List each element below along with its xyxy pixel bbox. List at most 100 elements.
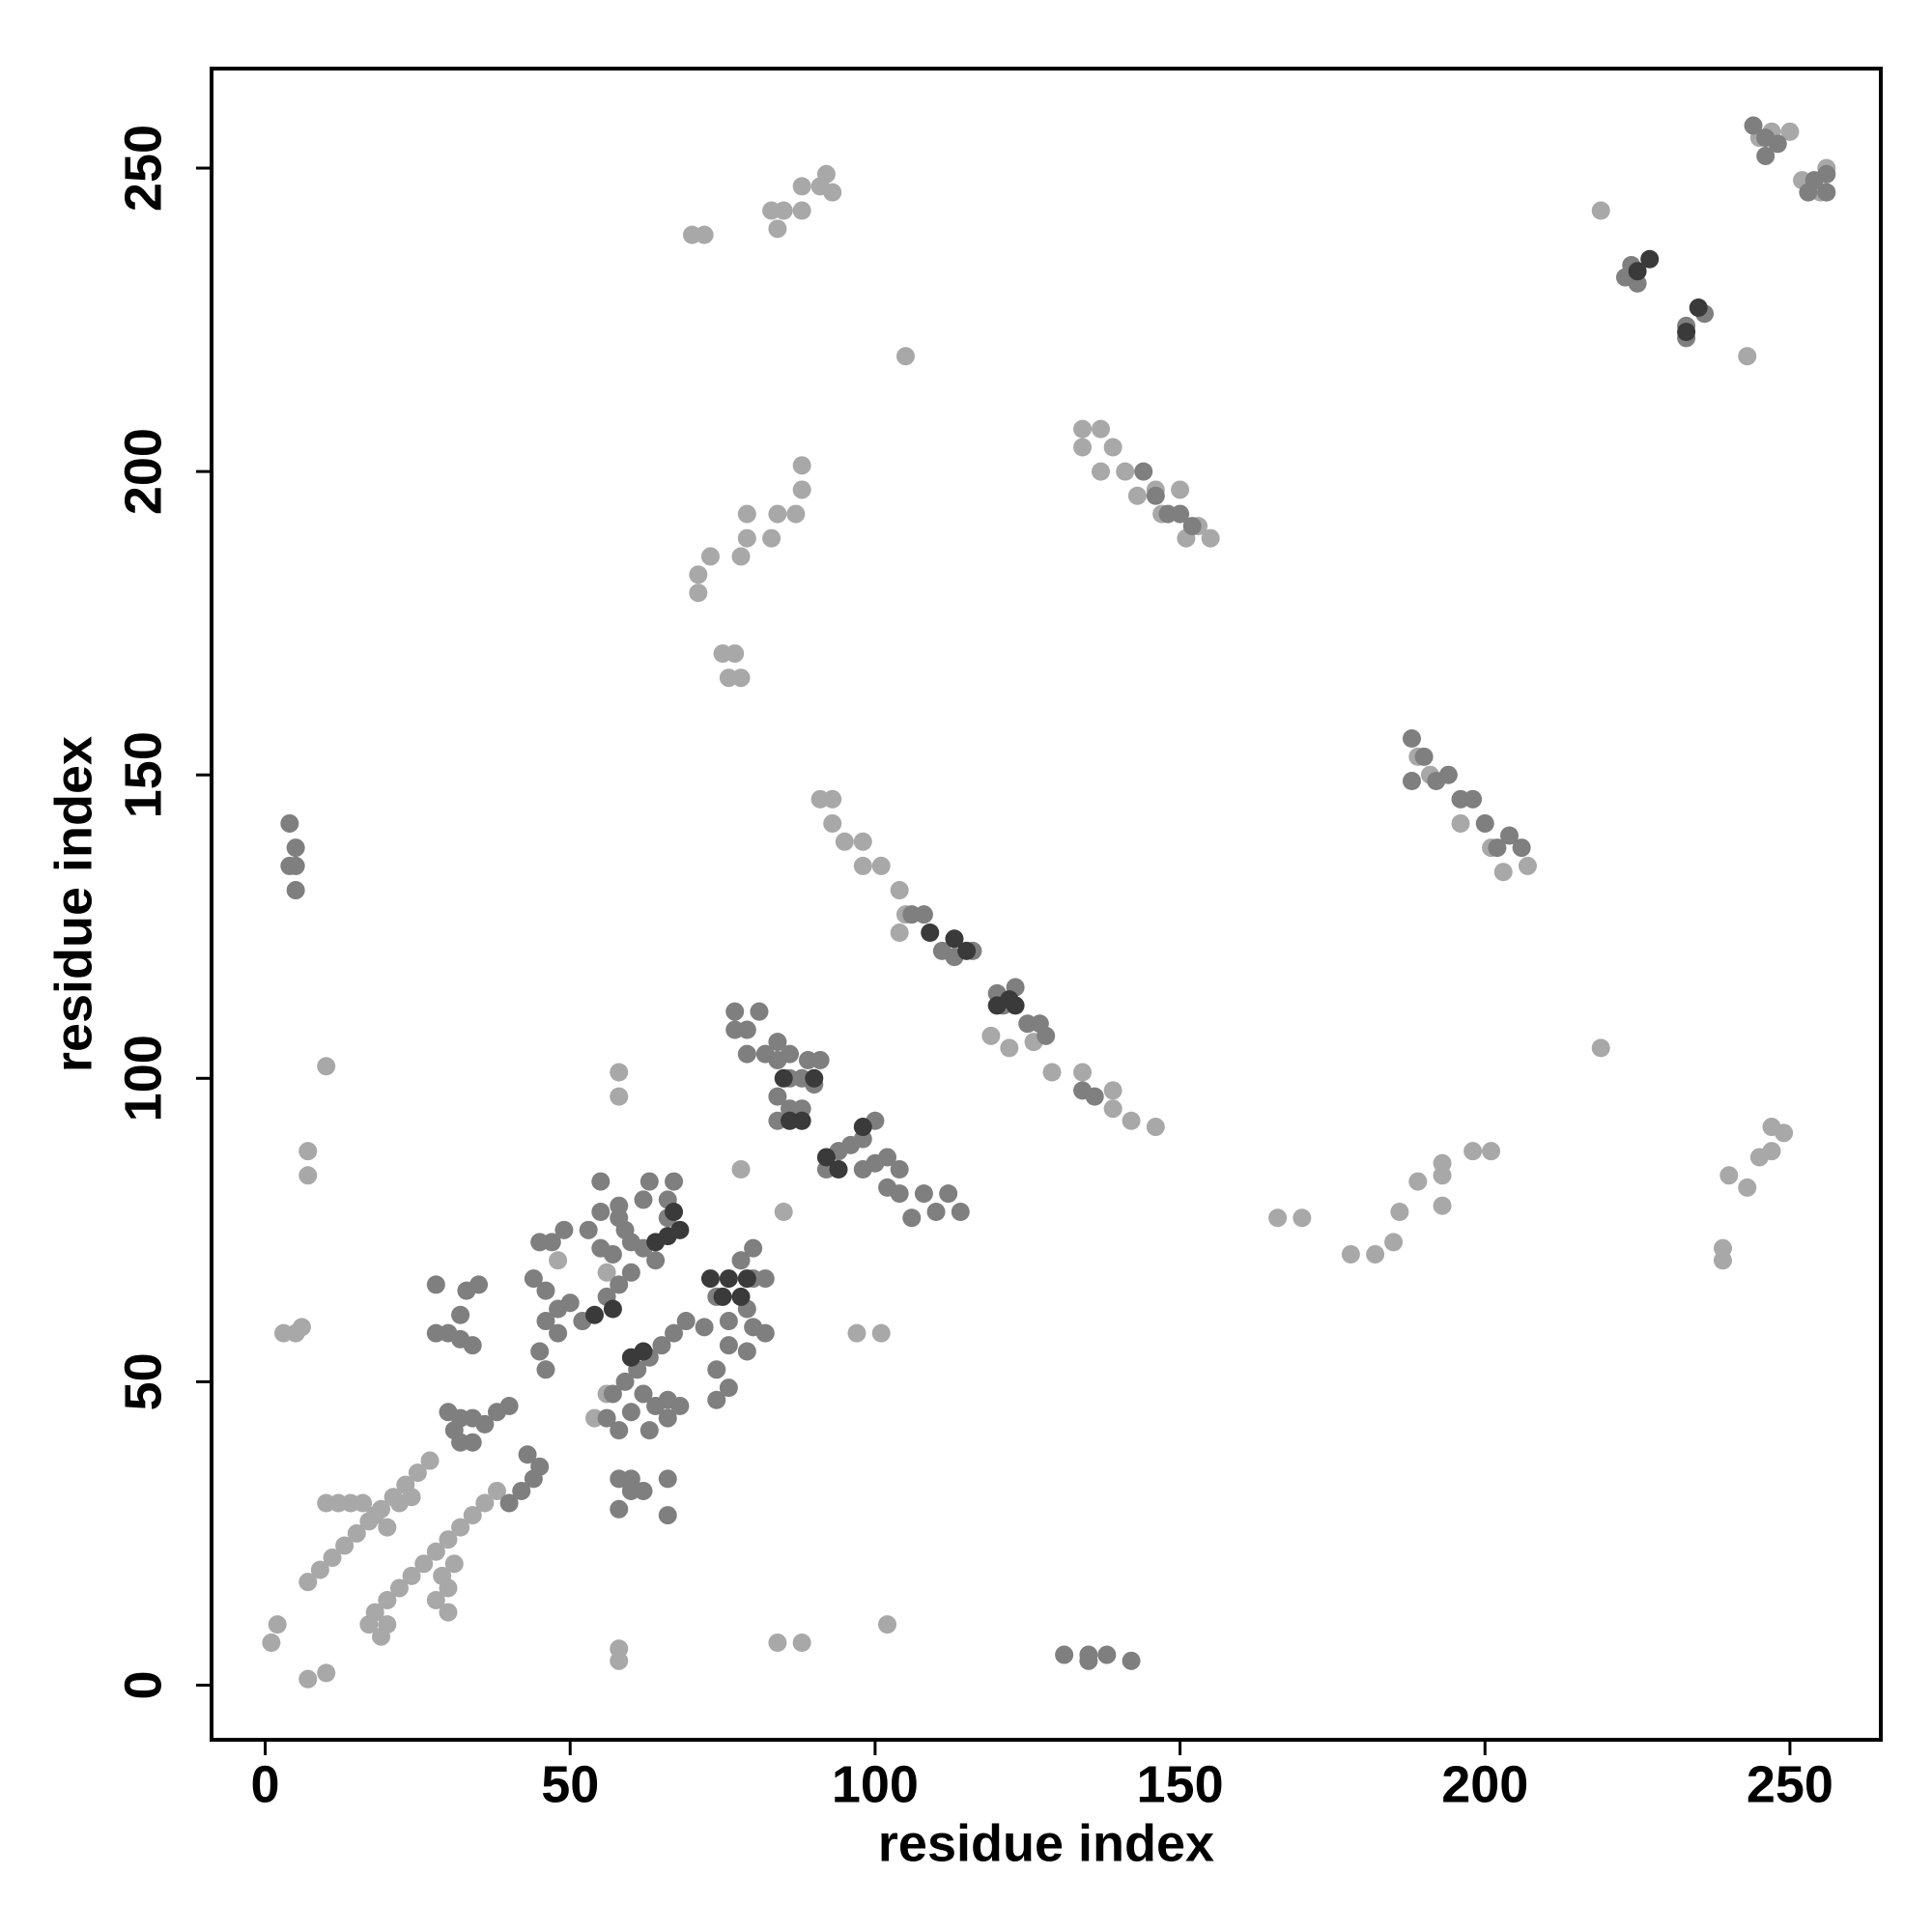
- y-tick-label: 100: [114, 1035, 172, 1122]
- contact-point: [1171, 504, 1190, 524]
- contact-point: [536, 1360, 555, 1379]
- y-tick-label: 250: [114, 125, 172, 212]
- contact-point: [853, 856, 872, 875]
- contact-point: [700, 1269, 720, 1289]
- contact-point: [658, 1506, 677, 1525]
- contact-point: [1402, 729, 1421, 749]
- contact-point: [1006, 996, 1025, 1015]
- contact-point: [689, 565, 708, 584]
- contact-point: [914, 905, 933, 924]
- contact-point: [744, 1238, 763, 1258]
- contact-point: [713, 1287, 732, 1306]
- contact-point: [530, 1342, 550, 1361]
- contact-point: [463, 1506, 482, 1525]
- contact-point: [1780, 122, 1800, 141]
- contact-point: [676, 1312, 696, 1331]
- contact-point: [707, 1390, 726, 1409]
- contact-point: [1073, 419, 1093, 439]
- contact-point: [378, 1518, 397, 1537]
- contact-point: [475, 1414, 495, 1434]
- contact-point: [286, 881, 305, 900]
- contact-point: [750, 1002, 769, 1021]
- contact-point: [292, 1318, 311, 1337]
- contact-point: [286, 838, 305, 858]
- contact-point: [1097, 1645, 1117, 1664]
- contact-point: [1493, 863, 1513, 882]
- contact-point: [610, 1421, 629, 1440]
- contact-point: [1127, 486, 1147, 505]
- contact-point: [1103, 1099, 1122, 1119]
- contact-point: [1408, 1172, 1428, 1191]
- contact-point: [439, 1530, 458, 1549]
- contact-point: [560, 1293, 580, 1313]
- contact-point: [597, 1408, 616, 1428]
- contact-point: [268, 1615, 287, 1634]
- contact-point: [1079, 1645, 1098, 1664]
- x-tick-label: 200: [1441, 1755, 1528, 1813]
- contact-point: [1146, 486, 1165, 505]
- contact-point: [774, 1202, 793, 1221]
- contact-point: [957, 941, 977, 960]
- contact-point: [549, 1323, 568, 1343]
- x-tick-label: 0: [251, 1755, 280, 1813]
- contact-point: [621, 1263, 640, 1282]
- contact-point: [774, 1068, 793, 1088]
- contact-point: [768, 504, 787, 524]
- contact-point: [1628, 262, 1647, 281]
- x-axis-label: residue index: [878, 1814, 1214, 1872]
- x-tick-label: 50: [541, 1755, 599, 1813]
- contact-point: [621, 1403, 640, 1422]
- contact-point: [731, 1287, 751, 1306]
- contact-point: [518, 1445, 537, 1464]
- contact-point: [1488, 838, 1507, 858]
- contact-point: [1116, 462, 1135, 481]
- contact-point: [365, 1506, 384, 1525]
- contact-point: [1042, 1063, 1062, 1082]
- contact-point: [823, 183, 842, 202]
- contact-point: [1073, 1063, 1093, 1082]
- contact-point: [665, 1323, 684, 1343]
- contact-point: [1122, 1111, 1141, 1130]
- contact-point: [755, 1269, 775, 1289]
- contact-point: [921, 923, 940, 943]
- contact-point: [317, 1057, 336, 1076]
- y-axis-label: residue index: [44, 736, 102, 1072]
- contact-point: [610, 1275, 629, 1294]
- y-tick-label: 0: [114, 1670, 172, 1699]
- contact-point: [731, 547, 751, 566]
- contact-point: [810, 1050, 830, 1069]
- contact-point: [499, 1493, 519, 1513]
- contact-point: [895, 347, 915, 366]
- contact-point: [639, 1172, 659, 1191]
- contact-point: [1451, 813, 1470, 833]
- contact-point: [792, 177, 811, 196]
- contact-point: [1103, 438, 1122, 457]
- contact-point: [713, 644, 732, 664]
- contact-point: [610, 1087, 629, 1106]
- contact-point: [634, 1190, 653, 1209]
- contact-point: [597, 1263, 616, 1282]
- contact-point: [853, 832, 872, 851]
- contact-point: [439, 1603, 458, 1622]
- contact-point: [1817, 164, 1836, 184]
- contact-point: [512, 1481, 531, 1500]
- contact-point: [1713, 1238, 1732, 1258]
- contact-point: [695, 225, 714, 244]
- contact-point: [847, 1323, 867, 1343]
- contact-point: [1762, 1142, 1781, 1161]
- contact-point: [762, 528, 781, 548]
- contact-point: [1037, 1026, 1056, 1045]
- contact-point: [1103, 1081, 1122, 1100]
- contact-point: [792, 201, 811, 220]
- contact-point: [945, 929, 964, 949]
- contact-point: [737, 1269, 756, 1289]
- contact-point: [1640, 249, 1660, 269]
- contact-point: [658, 1469, 677, 1489]
- contact-point: [280, 856, 299, 875]
- contact-point: [444, 1554, 464, 1574]
- contact-point: [1482, 1142, 1501, 1161]
- contact-point: [731, 668, 751, 688]
- contact-point: [1433, 1196, 1452, 1215]
- contact-point: [1689, 298, 1708, 318]
- contact-point: [579, 1220, 598, 1239]
